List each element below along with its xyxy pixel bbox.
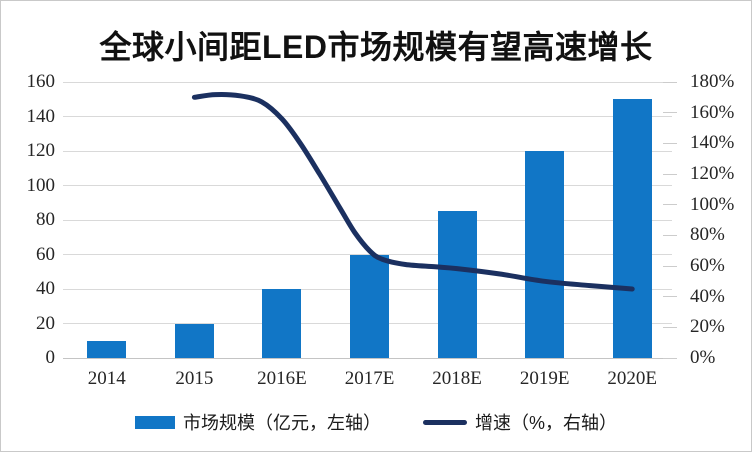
y-axis-tick-left: 60 <box>36 243 55 265</box>
legend: 市场规模（亿元，左轴） 增速（%，右轴） <box>0 406 752 438</box>
y-axis-tick-right: 120% <box>690 163 735 184</box>
y-axis-tick-left: 160 <box>26 71 56 92</box>
x-axis-label-2018E: 2018E <box>432 368 482 389</box>
legend-label-market-size: 市场规模（亿元，左轴） <box>182 413 381 433</box>
y-axis-tick-right: 100% <box>690 193 735 215</box>
y-axis-tick-right: 160% <box>690 101 735 123</box>
y-axis-tick-right: 20% <box>690 316 725 338</box>
gridline <box>63 357 672 359</box>
y-axis-tick-right: 140% <box>690 132 735 154</box>
right-axis-tick-mark <box>663 326 677 328</box>
growth-rate-line <box>191 91 635 292</box>
y-axis-tick-left: 20 <box>36 312 55 334</box>
x-axis-label-2020E: 2020E <box>607 368 657 389</box>
right-axis-tick-mark <box>663 234 677 236</box>
y-axis-tick-right: 80% <box>690 224 725 246</box>
legend-label-growth-rate: 增速（%，右轴） <box>474 413 617 433</box>
y-axis-tick-left: 140 <box>26 105 56 127</box>
chart-title: 全球小间距LED市场规模有望高速增长 <box>99 29 653 65</box>
y-axis-tick-left: 80 <box>36 209 55 230</box>
y-axis-tick-right: 180% <box>690 71 735 92</box>
right-axis-tick-mark <box>663 142 677 144</box>
gridline <box>63 116 672 117</box>
bar-2018E <box>437 211 477 358</box>
gridline <box>63 185 672 186</box>
right-axis-tick-mark <box>663 112 677 114</box>
x-axis-label-2014: 2014 <box>87 368 126 389</box>
legend-item-market-size: 市场规模（亿元，左轴） <box>134 409 381 435</box>
bar-2020E <box>612 99 652 358</box>
bar-2016E <box>262 289 302 358</box>
gridline <box>63 150 672 152</box>
plot-area <box>63 81 677 359</box>
y-axis-tick-left: 0 <box>45 347 56 368</box>
right-axis-tick-mark <box>663 265 677 267</box>
x-axis-label-2019E: 2019E <box>519 368 570 389</box>
bar-2019E <box>525 151 565 358</box>
right-axis-tick-mark <box>663 81 677 83</box>
y-axis-tick-left: 100 <box>26 174 56 196</box>
bar-2014 <box>87 340 127 358</box>
gridline <box>63 81 672 83</box>
right-axis-tick-mark <box>663 204 677 206</box>
gridline <box>63 219 672 221</box>
y-axis-tick-left: 120 <box>26 140 56 161</box>
x-axis-label-2015: 2015 <box>175 368 214 389</box>
bar-2015 <box>174 323 214 358</box>
right-axis-tick-mark <box>663 173 677 175</box>
y-axis-tick-left: 40 <box>36 278 55 299</box>
bar-series-swatch <box>134 415 175 429</box>
y-axis-tick-right: 0% <box>690 347 716 368</box>
line-series-swatch <box>422 419 467 425</box>
x-axis-label-2016E: 2016E <box>257 368 307 389</box>
bar-2017E <box>350 254 389 358</box>
y-axis-tick-right: 60% <box>690 255 725 276</box>
right-axis-tick-mark <box>663 296 677 298</box>
y-axis-tick-right: 40% <box>690 285 725 307</box>
x-axis-label-2017E: 2017E <box>344 368 395 389</box>
legend-item-growth-rate: 增速（%，右轴） <box>422 409 617 435</box>
right-axis-tick-mark <box>663 357 677 359</box>
